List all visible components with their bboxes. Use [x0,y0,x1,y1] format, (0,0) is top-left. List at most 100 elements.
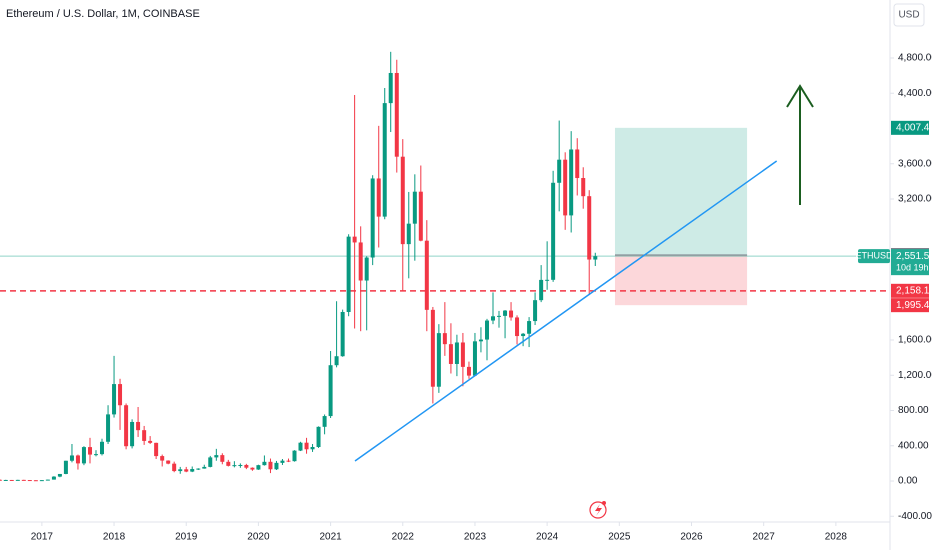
x-tick-label: 2025 [608,532,631,543]
profit-zone [614,127,748,256]
candle-body [124,405,129,447]
candle-body [244,464,249,468]
candle-body [575,149,580,179]
candle-body [509,310,514,318]
symbol-tag [858,249,890,264]
currency-button[interactable] [893,3,925,27]
candle-body [400,156,405,245]
countdown: 10d 19h [896,263,929,273]
candle-body [148,440,153,443]
candle-body [352,236,357,243]
candle-body [448,344,453,364]
candle-body [478,339,483,342]
y-tick-label: 800.00 [898,405,929,416]
x-tick-label: 2018 [103,532,126,543]
candle-body [220,455,225,462]
candle-body [57,473,62,477]
candle-body [226,461,231,466]
candle-body [587,196,592,260]
candle-body [292,450,297,462]
candle-body [515,317,520,337]
candle-body [304,442,309,450]
x-tick-label: 2017 [31,532,54,543]
price-label-box [891,120,929,135]
candle-body [442,333,447,345]
candle-body [274,462,279,470]
candle-body [358,242,363,281]
candle-body [581,178,586,197]
candle-body [202,466,207,469]
candle-body [27,480,32,482]
price-label: 2,158.19 [896,285,932,296]
candle-body [340,311,345,357]
candle-body [136,421,141,431]
candle-body [268,461,273,470]
candle-body [563,159,568,216]
candle-body [527,321,532,334]
candle-body [388,72,393,104]
arrow [786,84,814,205]
candle-body [328,365,333,417]
candle-body [406,223,411,245]
last-price-box [891,249,929,276]
candle-body [118,384,123,406]
x-tick-label: 2026 [680,532,703,543]
candle-body [69,455,74,461]
candle-body [112,384,117,415]
price-label-box [891,298,929,313]
candle-body [485,320,490,340]
candle-body [166,460,171,464]
y-tick-label: 3,200.00 [898,194,932,205]
candle-body [310,447,315,450]
y-tick-label: 4,800.00 [898,53,932,64]
candle-body [551,182,556,280]
x-tick-label: 2021 [319,532,342,543]
candle-body [322,416,327,427]
candle-body [130,421,135,447]
candle-body [382,103,387,217]
price-label: 4,007.45 [896,122,932,133]
x-tick-label: 2020 [247,532,270,543]
candle-body [539,279,544,301]
candle-body [262,461,267,466]
candle-body [545,279,550,281]
candle-body [430,309,435,387]
candle-body [412,191,417,224]
x-tick-label: 2019 [175,532,198,543]
candle-body [39,480,44,482]
candle-body [15,479,20,481]
candle-body [51,476,56,480]
candle-body [238,464,243,466]
candle-body [503,310,508,316]
trendline [354,160,778,462]
candle-body [250,467,255,470]
x-tick-label: 2022 [392,532,415,543]
candle-body [346,236,351,312]
candle-body [3,479,8,481]
y-tick-label: 0.00 [898,476,918,487]
y-tick-label: 3,600.00 [898,158,932,169]
candle-body [466,366,471,376]
candle-body [533,300,538,322]
candle-body [280,460,285,463]
candle-body [9,479,14,481]
candle-body [491,316,496,321]
candle-body [394,72,399,157]
candle-body [88,447,93,455]
candle-body [557,159,562,183]
candle-body [154,442,159,457]
candle-body [593,256,598,260]
candle-body [21,479,26,481]
price-label: 1,995.41 [896,300,932,311]
candle-body [94,454,99,456]
candle-body [106,414,111,442]
candle-body [178,469,183,472]
candle-body [286,460,291,462]
chart-title: Ethereum / U.S. Dollar, 1M, COINBASE [6,8,200,20]
plot-area [0,51,890,482]
candle-body [569,149,574,216]
candle-body [196,468,201,470]
candle-body [472,341,477,376]
candle-body [370,178,375,258]
